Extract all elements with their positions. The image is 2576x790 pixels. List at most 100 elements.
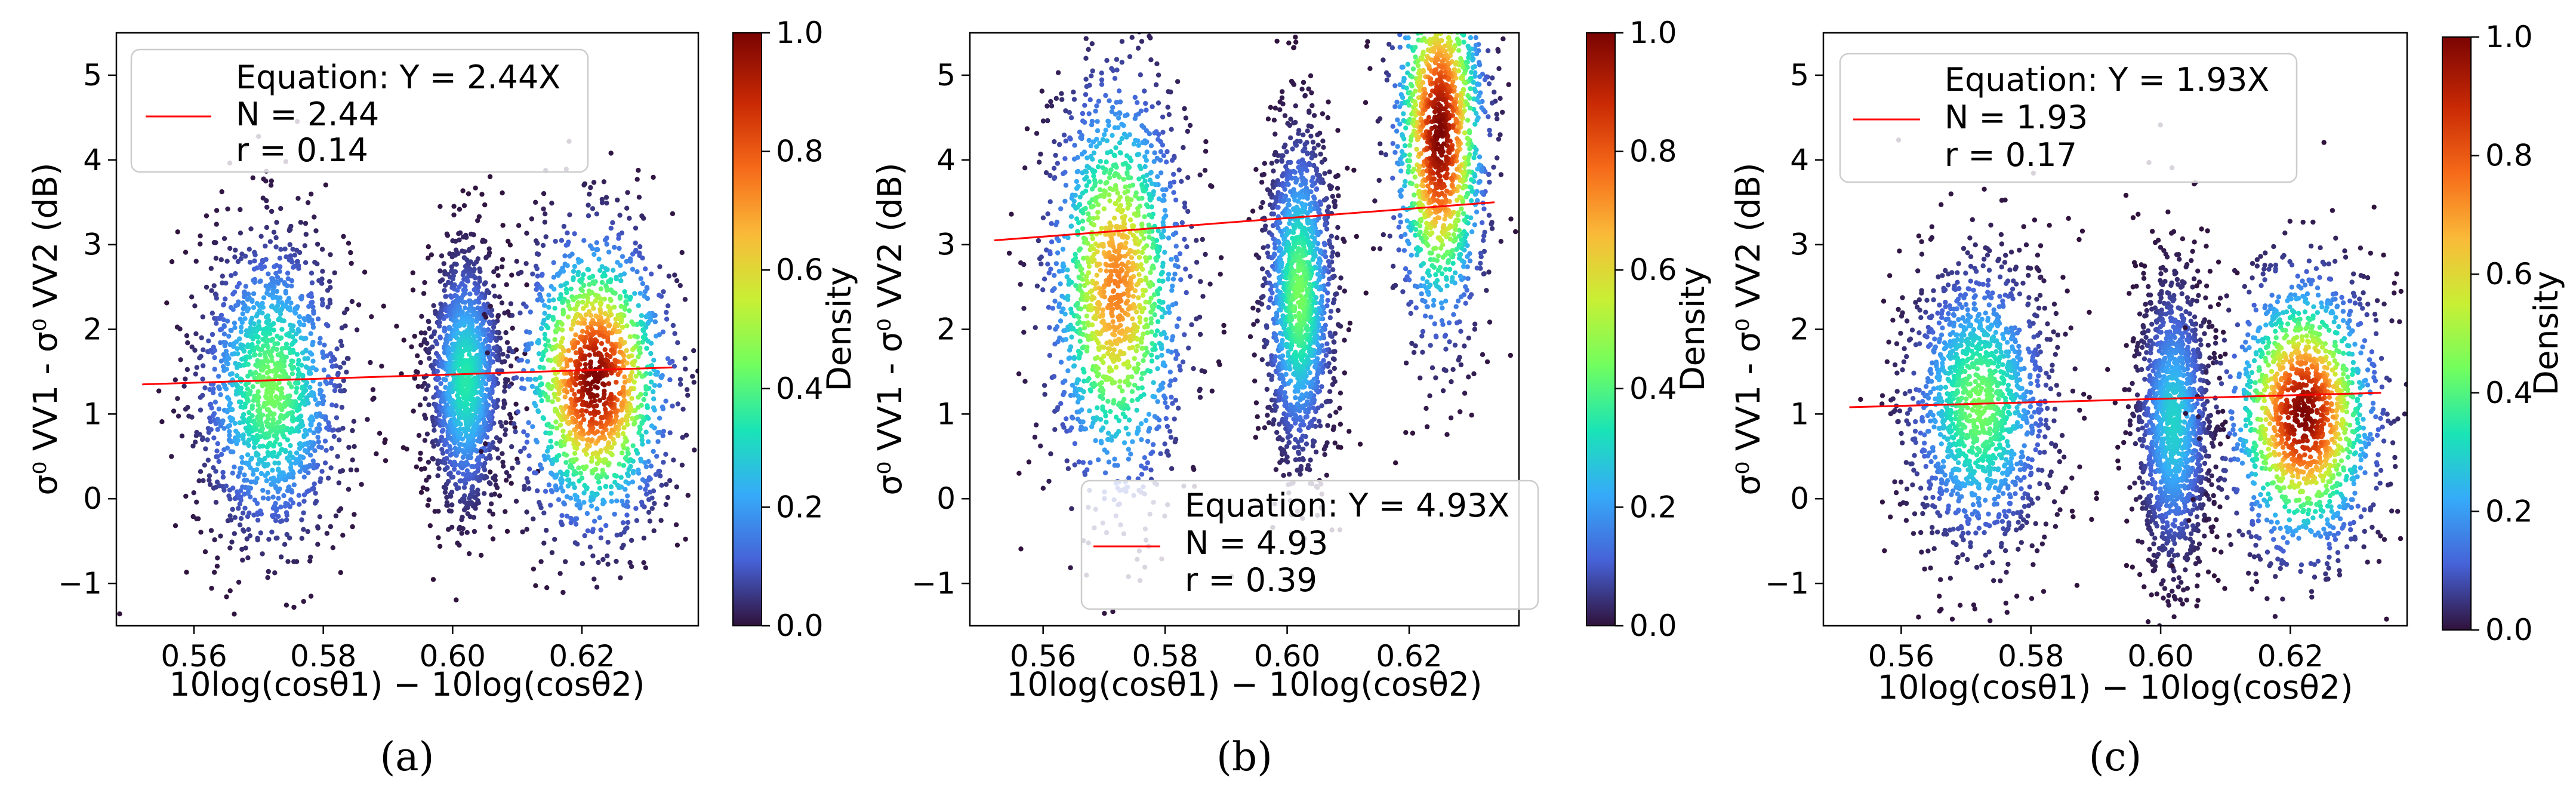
scatter-point <box>1051 165 1057 171</box>
scatter-point <box>589 301 595 307</box>
scatter-point <box>213 256 219 261</box>
scatter-point <box>270 421 276 426</box>
scatter-point <box>441 261 446 266</box>
scatter-point <box>655 430 661 435</box>
scatter-point <box>1170 232 1176 237</box>
scatter-point <box>495 455 501 461</box>
scatter-point <box>1072 143 1077 148</box>
scatter-point <box>594 211 600 217</box>
scatter-point <box>224 318 230 324</box>
scatter-point <box>425 503 430 508</box>
scatter-point <box>580 413 585 418</box>
scatter-point <box>284 456 290 461</box>
scatter-point <box>192 348 198 353</box>
scatter-point <box>623 435 628 441</box>
scatter-point <box>618 272 624 278</box>
scatter-point <box>643 314 649 319</box>
scatter-point <box>454 597 459 603</box>
scatter-point <box>490 352 496 357</box>
scatter-point <box>666 273 672 279</box>
scatter-point <box>545 325 551 331</box>
scatter-point <box>659 482 664 488</box>
scatter-point <box>315 402 320 407</box>
scatter-point <box>346 487 352 492</box>
scatter-point <box>436 376 442 381</box>
scatter-point <box>606 323 611 328</box>
scatter-point <box>661 460 666 465</box>
scatter-point <box>230 449 236 454</box>
scatter-point <box>467 307 472 313</box>
scatter-point <box>426 319 432 324</box>
scatter-point <box>624 414 629 420</box>
scatter-point <box>286 472 292 478</box>
scatter-point <box>251 305 257 311</box>
scatter-point <box>266 271 271 276</box>
scatter-point <box>546 305 551 310</box>
scatter-point <box>198 233 203 239</box>
scatter-point <box>501 398 507 404</box>
scatter-point <box>503 427 509 432</box>
scatter-point <box>238 488 244 494</box>
scatter-point <box>332 388 338 394</box>
scatter-point <box>641 560 646 565</box>
scatter-point <box>243 253 248 259</box>
scatter-point <box>520 529 525 534</box>
scatter-point <box>264 204 270 210</box>
scatter-point <box>544 527 549 533</box>
scatter-point <box>285 559 291 564</box>
scatter-point <box>1198 279 1203 284</box>
scatter-point <box>251 444 257 450</box>
scatter-point <box>250 629 255 634</box>
scatter-point <box>442 288 447 293</box>
scatter-point <box>1083 56 1089 61</box>
scatter-point <box>683 536 688 542</box>
scatter-point <box>504 282 509 287</box>
scatter-point <box>246 511 252 516</box>
scatter-point <box>323 448 329 453</box>
scatter-point <box>1164 159 1169 165</box>
scatter-point <box>568 286 574 292</box>
scatter-point <box>202 462 207 468</box>
scatter-point <box>175 413 181 419</box>
scatter-point <box>1166 112 1172 118</box>
scatter-point <box>463 343 468 349</box>
scatter-point <box>233 271 238 276</box>
scatter-point <box>581 282 587 288</box>
scatter-point <box>522 445 527 451</box>
scatter-point <box>552 537 557 542</box>
scatter-point <box>291 482 297 488</box>
scatter-point <box>683 366 688 372</box>
scatter-point <box>539 398 544 404</box>
scatter-point <box>370 396 375 402</box>
scatter-point <box>560 428 566 434</box>
scatter-point <box>299 517 304 522</box>
scatter-point <box>410 270 415 276</box>
scatter-point <box>589 333 594 338</box>
scatter-point <box>667 478 673 484</box>
scatter-point <box>269 322 274 328</box>
scatter-point <box>307 385 313 390</box>
scatter-point <box>1126 456 1132 462</box>
scatter-point <box>1056 142 1062 147</box>
scatter-point <box>328 252 333 257</box>
scatter-point <box>250 336 255 342</box>
scatter-point <box>648 351 654 356</box>
scatter-point <box>565 469 570 475</box>
scatter-point <box>193 439 198 445</box>
scatter-point <box>628 463 633 469</box>
scatter-point <box>288 497 294 503</box>
scatter-point <box>449 490 455 495</box>
scatter-point <box>1084 467 1090 472</box>
scatter-point <box>586 213 591 219</box>
scatter-point <box>418 342 424 348</box>
scatter-point <box>312 481 317 487</box>
scatter-point <box>1148 451 1154 456</box>
scatter-point <box>1059 97 1065 102</box>
scatter-point <box>255 517 261 523</box>
scatter-point <box>550 384 555 389</box>
scatter-point <box>274 308 279 313</box>
scatter-point <box>1169 337 1175 343</box>
scatter-point <box>489 384 495 389</box>
scatter-point <box>582 482 587 488</box>
scatter-point <box>554 472 560 478</box>
